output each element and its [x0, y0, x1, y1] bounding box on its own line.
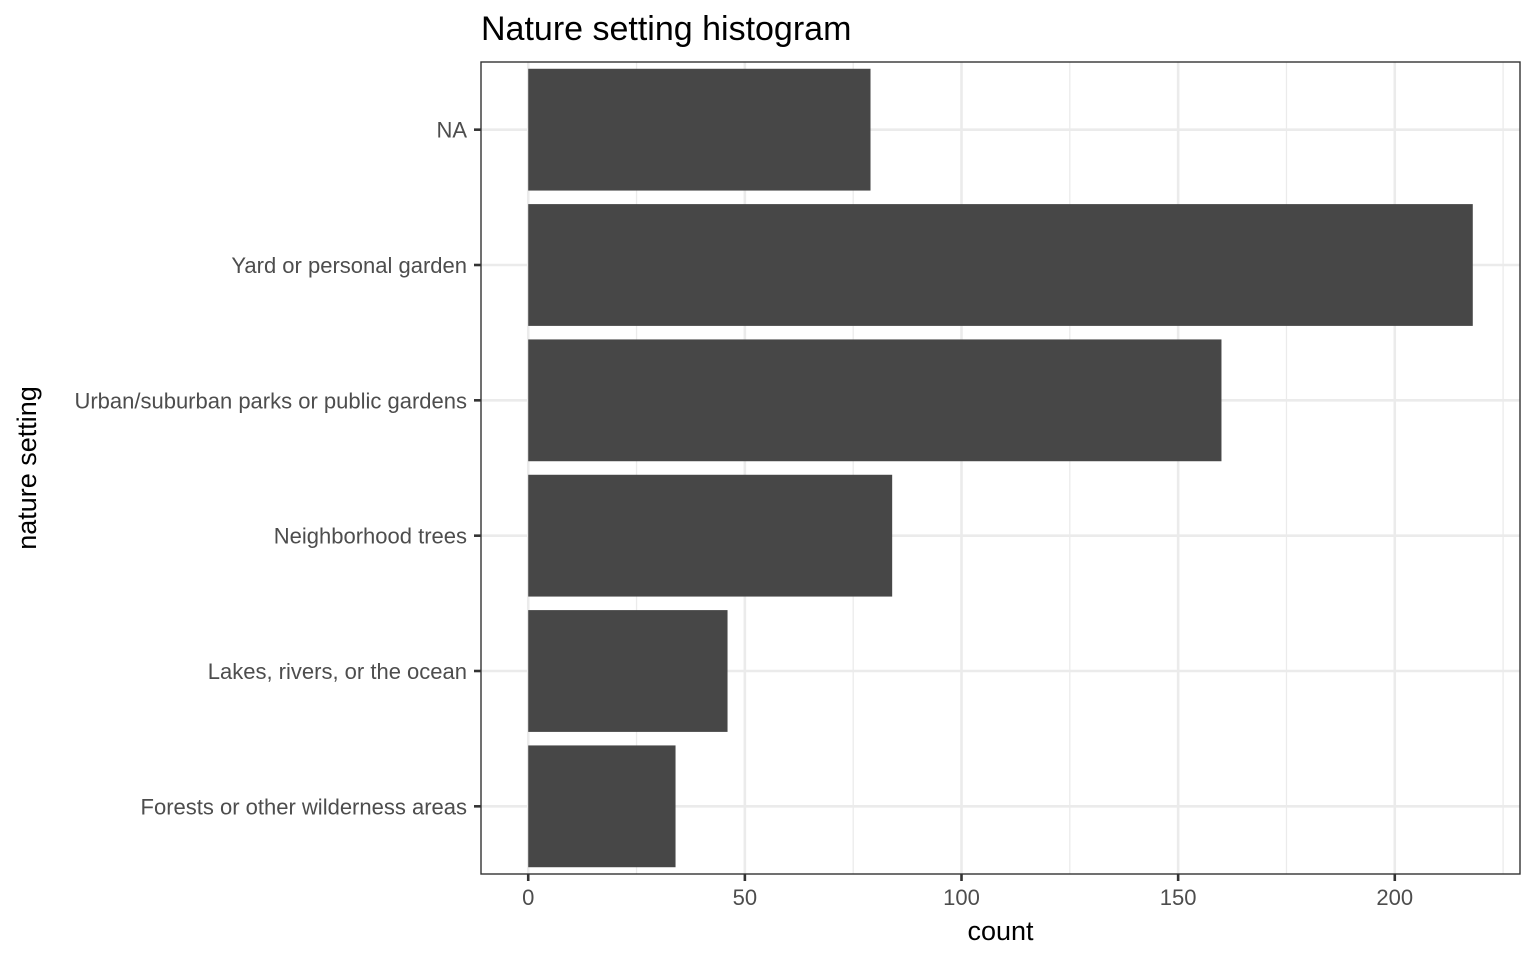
x-axis: 0 50 100 150 200: [522, 874, 1413, 910]
bar: [528, 610, 728, 732]
bar: [528, 474, 893, 597]
y-tick-label: Yard or personal garden: [231, 253, 467, 278]
x-tick-label: 0: [522, 885, 534, 910]
x-tick-label: 200: [1376, 885, 1413, 910]
bar: [528, 745, 676, 868]
y-tick-label: Urban/suburban parks or public gardens: [74, 388, 467, 413]
x-axis-title: count: [967, 916, 1034, 946]
chart-title: Nature setting histogram: [481, 10, 851, 48]
x-tick-label: 50: [733, 885, 757, 910]
bar: [528, 339, 1222, 462]
y-tick-label: Forests or other wilderness areas: [141, 794, 467, 819]
bar: [528, 68, 871, 191]
bar: [528, 204, 1473, 326]
plot-panel: [480, 61, 1521, 875]
y-tick-label: NA: [436, 118, 467, 143]
y-tick-label: Neighborhood trees: [274, 524, 467, 549]
y-tick-label: Lakes, rivers, or the ocean: [208, 659, 467, 684]
x-tick-label: 100: [943, 885, 980, 910]
y-axis: Forests or other wilderness areas Lakes, …: [74, 118, 481, 819]
x-tick-label: 150: [1160, 885, 1197, 910]
bars: [528, 68, 1473, 868]
panel-border: [480, 61, 1521, 875]
y-axis-title: nature setting: [12, 386, 42, 550]
